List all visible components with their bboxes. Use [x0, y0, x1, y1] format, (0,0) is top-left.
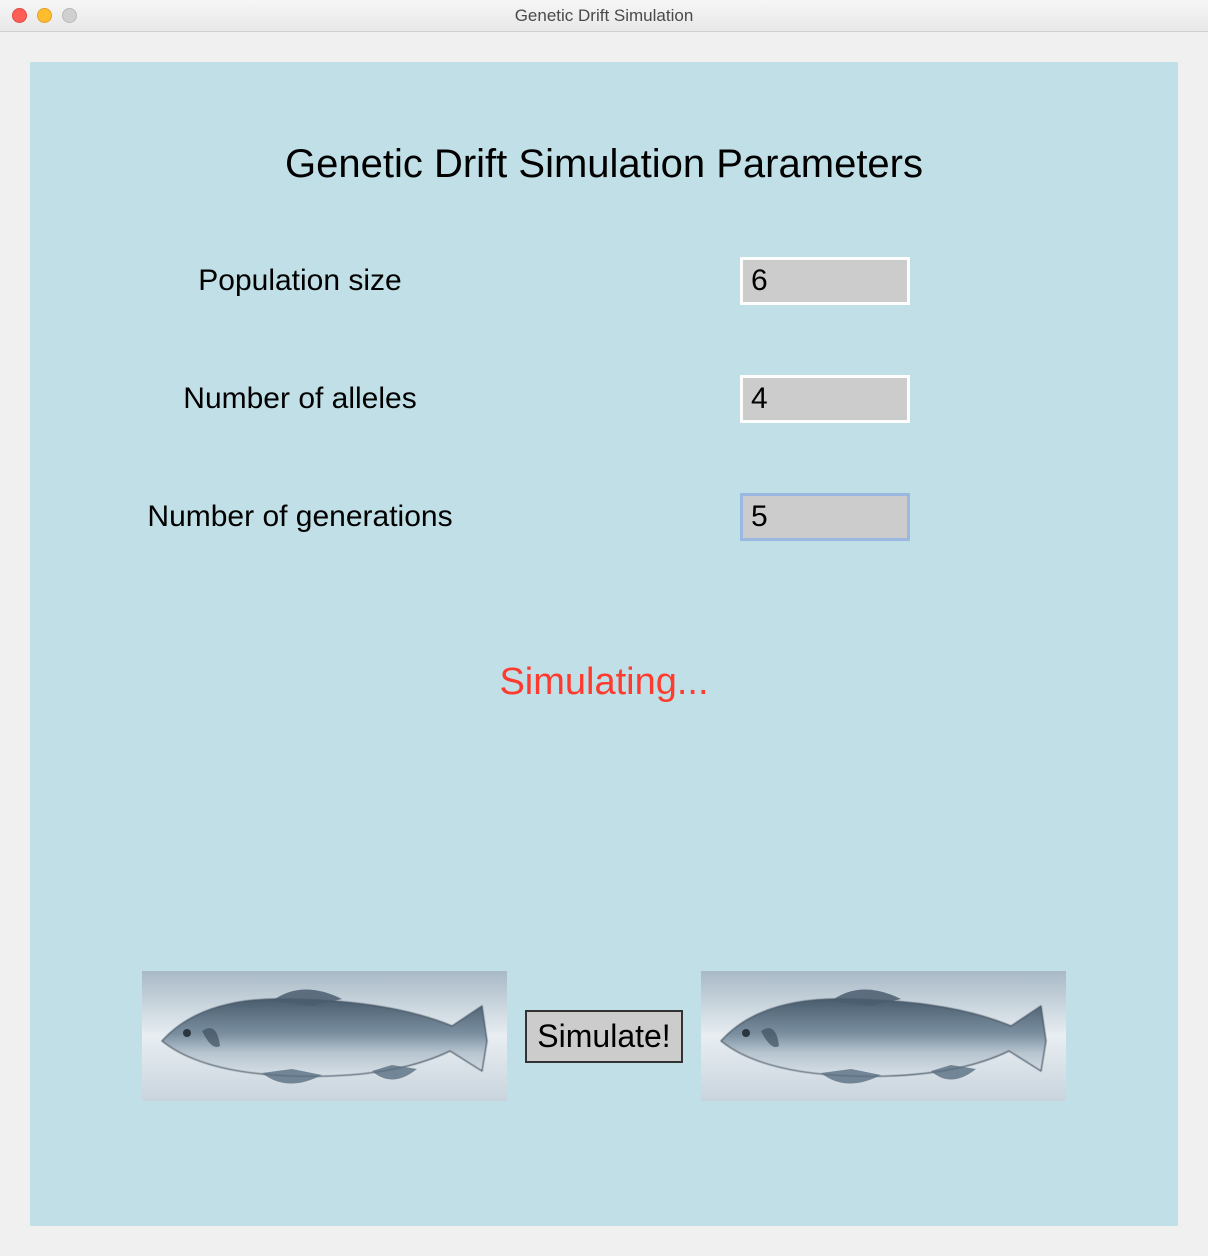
window-titlebar: Genetic Drift Simulation — [0, 0, 1208, 32]
param-row-population: Population size — [30, 257, 1178, 305]
salmon-image-right — [701, 971, 1066, 1101]
minimize-icon[interactable] — [37, 8, 52, 23]
alleles-label: Number of alleles — [30, 382, 570, 416]
simulate-button[interactable]: Simulate! — [525, 1010, 682, 1063]
content-panel: Genetic Drift Simulation Parameters Popu… — [30, 62, 1178, 1226]
close-icon[interactable] — [12, 8, 27, 23]
population-size-label: Population size — [30, 264, 570, 298]
alleles-input[interactable] — [740, 375, 910, 423]
window-title: Genetic Drift Simulation — [0, 6, 1208, 26]
page-title: Genetic Drift Simulation Parameters — [30, 142, 1178, 187]
maximize-icon — [62, 8, 77, 23]
traffic-lights — [0, 8, 77, 23]
param-row-generations: Number of generations — [30, 493, 1178, 541]
population-size-input[interactable] — [740, 257, 910, 305]
status-text: Simulating... — [30, 661, 1178, 704]
generations-input[interactable] — [740, 493, 910, 541]
param-row-alleles: Number of alleles — [30, 375, 1178, 423]
salmon-image-left — [142, 971, 507, 1101]
app-body: Genetic Drift Simulation Parameters Popu… — [0, 32, 1208, 1256]
input-wrap — [570, 375, 1178, 423]
bottom-row: Simulate! — [30, 971, 1178, 1101]
generations-label: Number of generations — [30, 500, 570, 534]
input-wrap — [570, 257, 1178, 305]
input-wrap — [570, 493, 1178, 541]
